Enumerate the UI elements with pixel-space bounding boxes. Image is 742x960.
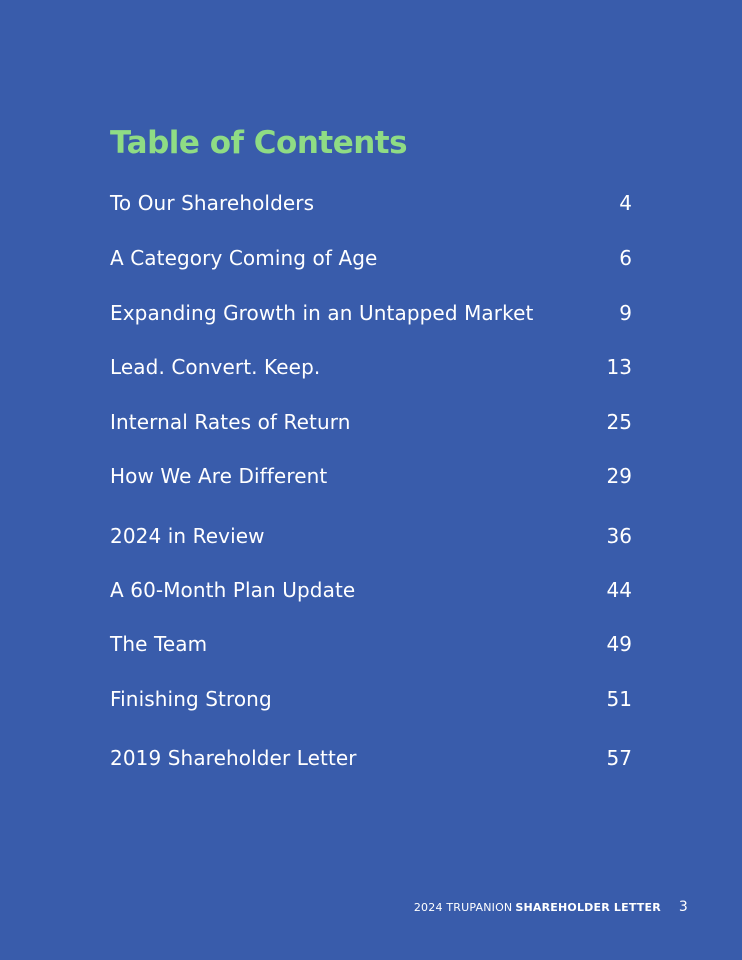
toc-entry-page: 51: [606, 687, 632, 711]
toc-entry-2024-in-review[interactable]: 2024 in Review 36: [110, 521, 632, 551]
toc-entry-internal-rates-of-return[interactable]: Internal Rates of Return 25: [110, 407, 632, 437]
toc-entry-label: Expanding Growth in an Untapped Market: [110, 301, 534, 325]
toc-entry-label: Internal Rates of Return: [110, 410, 351, 434]
toc-entry-page: 36: [606, 524, 632, 548]
toc-entry-to-our-shareholders[interactable]: To Our Shareholders 4: [110, 188, 632, 218]
toc-entry-the-team[interactable]: The Team 49: [110, 629, 632, 659]
toc-entry-page: 57: [606, 746, 632, 770]
toc-entry-label: 2019 Shareholder Letter: [110, 746, 357, 770]
toc-entry-lead-convert-keep[interactable]: Lead. Convert. Keep. 13: [110, 352, 632, 382]
toc-entry-page: 29: [606, 464, 632, 488]
page-title: Table of Contents: [110, 125, 408, 161]
toc-entry-label: A Category Coming of Age: [110, 246, 378, 270]
toc-entry-label: 2024 in Review: [110, 524, 265, 548]
toc-entry-finishing-strong[interactable]: Finishing Strong 51: [110, 684, 632, 714]
toc-entry-expanding-growth[interactable]: Expanding Growth in an Untapped Market 9: [110, 298, 632, 328]
footer-publication-prefix: 2024 TRUPANION: [413, 900, 513, 914]
toc-entry-page: 9: [619, 301, 632, 325]
toc-entry-label: How We Are Different: [110, 464, 328, 488]
toc-entry-page: 13: [606, 355, 632, 379]
toc-entry-label: A 60-Month Plan Update: [110, 578, 356, 602]
page-footer: 2024 TRUPANION SHAREHOLDER LETTER 3: [414, 899, 688, 915]
toc-entry-label: Finishing Strong: [110, 687, 272, 711]
toc-entry-how-we-are-different[interactable]: How We Are Different 29: [110, 461, 632, 491]
toc-entry-60-month-plan-update[interactable]: A 60-Month Plan Update 44: [110, 575, 632, 605]
table-of-contents: To Our Shareholders 4 A Category Coming …: [110, 0, 632, 960]
toc-entry-label: Lead. Convert. Keep.: [110, 355, 321, 379]
toc-entry-page: 4: [619, 191, 632, 215]
toc-entry-page: 44: [606, 578, 632, 602]
toc-entry-page: 6: [619, 246, 632, 270]
footer-publication-title: SHAREHOLDER LETTER: [515, 900, 661, 914]
toc-entry-label: The Team: [110, 632, 208, 656]
toc-entry-page: 49: [606, 632, 632, 656]
toc-entry-2019-shareholder-letter[interactable]: 2019 Shareholder Letter 57: [110, 743, 632, 773]
footer-page-number: 3: [678, 899, 688, 915]
toc-entry-label: To Our Shareholders: [110, 191, 315, 215]
toc-entry-category-coming-of-age[interactable]: A Category Coming of Age 6: [110, 243, 632, 273]
toc-entry-page: 25: [606, 410, 632, 434]
